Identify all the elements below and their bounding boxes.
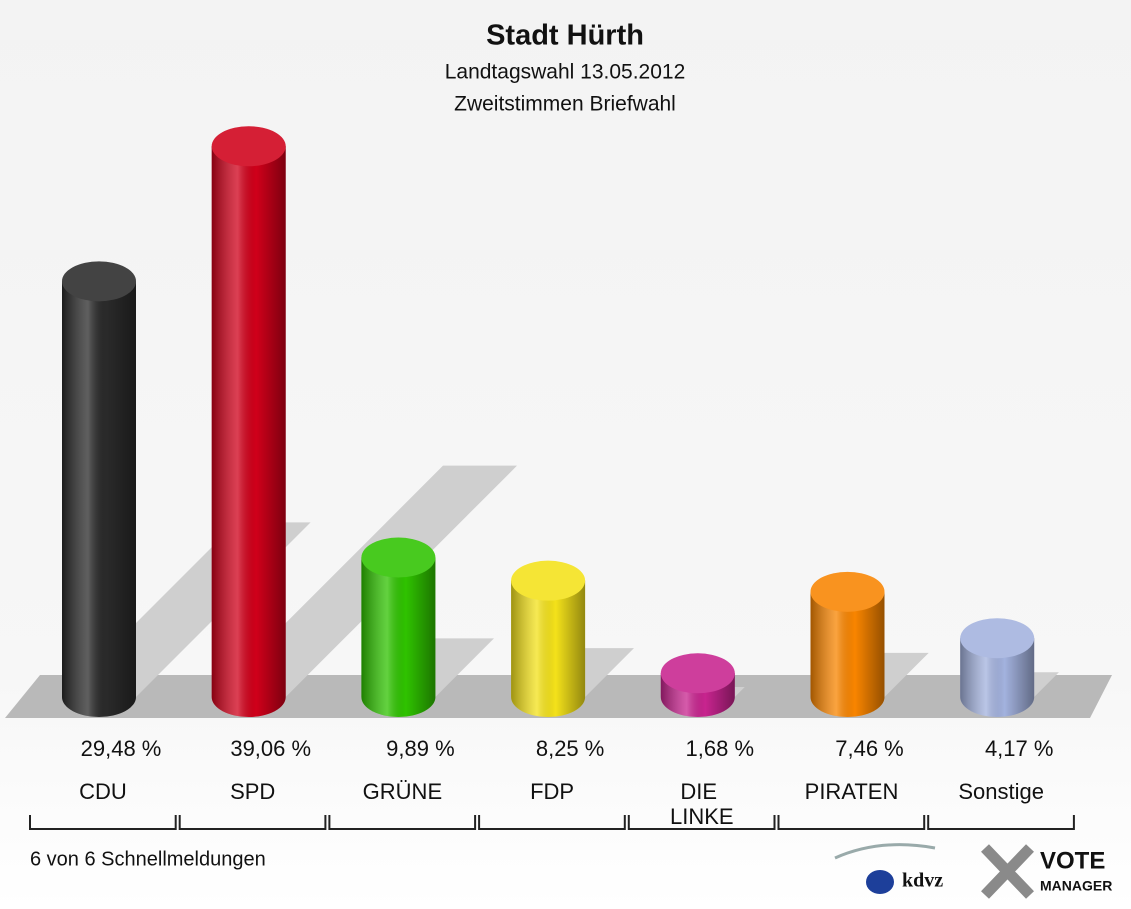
x-tick-label: PIRATEN (805, 779, 899, 804)
bar-cap (660, 653, 735, 694)
value-label: 7,46 % (835, 736, 904, 761)
bar-cap-highlight (211, 126, 286, 167)
bar-cap (211, 126, 286, 167)
value-label: 4,17 % (985, 736, 1054, 761)
x-tick-label: FDP (530, 779, 574, 804)
logo-text: kdvz (902, 870, 943, 892)
bar-cap (62, 261, 136, 302)
value-label: 9,89 % (386, 736, 455, 761)
bar-cap-highlight (960, 618, 1035, 659)
x-tick-label: DIE LINKE (670, 779, 734, 829)
bar-cap (511, 560, 586, 601)
value-label: 39,06 % (230, 736, 311, 761)
bar-shading (211, 146, 286, 717)
bar-shading (62, 281, 136, 717)
x-tick-label: GRÜNE (363, 779, 442, 804)
logo-ball (866, 870, 894, 894)
bar-shading (810, 591, 885, 718)
value-label: 29,48 % (81, 736, 162, 761)
bar-cap-highlight (361, 537, 436, 578)
x-tick-label: CDU (79, 779, 127, 804)
chart-subtitle: Landtagswahl 13.05.2012 (445, 61, 686, 84)
bar-cap (361, 537, 436, 578)
chart-subtitle: Zweitstimmen Briefwahl (454, 93, 676, 116)
footnote: 6 von 6 Schnellmeldungen (30, 848, 266, 870)
logo-swoosh (834, 843, 936, 860)
bar-cap (810, 571, 885, 612)
logo-text: MANAGER (1040, 878, 1112, 894)
bar-shading (361, 557, 436, 718)
bars (62, 126, 1035, 718)
category-brackets (29, 815, 1075, 830)
bar-cap-highlight (62, 261, 136, 302)
bar-cap-highlight (810, 571, 885, 612)
logo-cross (981, 844, 1034, 899)
bar-shading (511, 580, 586, 717)
logo-text: VOTE (1040, 847, 1105, 874)
value-label: 1,68 % (686, 736, 755, 761)
logo-kdvz: kdvz (834, 843, 943, 894)
x-tick-label: SPD (230, 779, 275, 804)
chart-title: Stadt Hürth (486, 20, 644, 52)
bar-cap (960, 618, 1035, 659)
logo-votemanager: VOTE MANAGER (981, 844, 1112, 899)
bar-shading (960, 638, 1035, 717)
value-label: 8,25 % (536, 736, 605, 761)
bar-cap-highlight (511, 560, 586, 601)
x-tick-label: Sonstige (958, 779, 1044, 804)
bar-cap-highlight (660, 653, 735, 694)
